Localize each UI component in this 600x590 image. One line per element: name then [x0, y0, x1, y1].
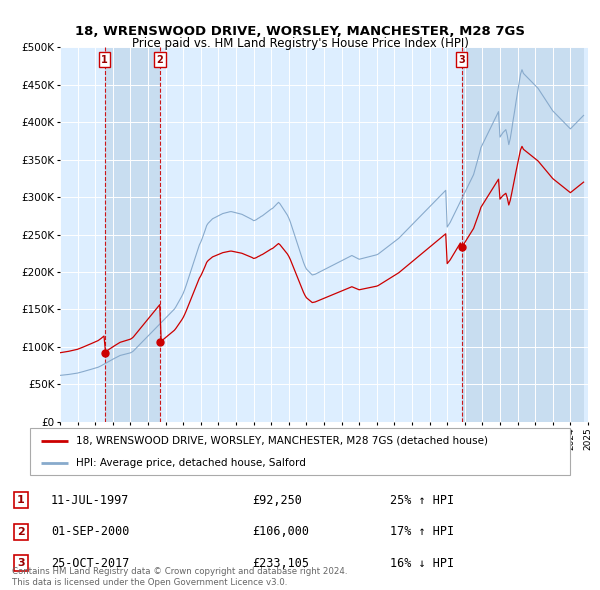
Bar [60, 47, 104, 422]
Text: 1: 1 [101, 55, 108, 65]
Bar [461, 47, 584, 422]
Text: 25-OCT-2017: 25-OCT-2017 [51, 556, 130, 569]
Text: 18, WRENSWOOD DRIVE, WORSLEY, MANCHESTER, M28 7GS: 18, WRENSWOOD DRIVE, WORSLEY, MANCHESTER… [75, 25, 525, 38]
Text: 17% ↑ HPI: 17% ↑ HPI [390, 525, 454, 538]
Text: 2: 2 [17, 527, 25, 537]
Bar [160, 47, 461, 422]
Text: HPI: Average price, detached house, Salford: HPI: Average price, detached house, Salf… [76, 458, 306, 468]
Text: 3: 3 [458, 55, 465, 65]
Text: Contains HM Land Registry data © Crown copyright and database right 2024.
This d: Contains HM Land Registry data © Crown c… [12, 567, 347, 586]
Text: 3: 3 [17, 558, 25, 568]
Text: £233,105: £233,105 [252, 556, 309, 569]
Text: 11-JUL-1997: 11-JUL-1997 [51, 494, 130, 507]
FancyBboxPatch shape [30, 428, 570, 475]
Text: £106,000: £106,000 [252, 525, 309, 538]
Text: 25% ↑ HPI: 25% ↑ HPI [390, 494, 454, 507]
Text: 2: 2 [157, 55, 163, 65]
Text: Price paid vs. HM Land Registry's House Price Index (HPI): Price paid vs. HM Land Registry's House … [131, 37, 469, 50]
Text: £92,250: £92,250 [252, 494, 302, 507]
Bar [104, 47, 160, 422]
Text: 01-SEP-2000: 01-SEP-2000 [51, 525, 130, 538]
Text: 18, WRENSWOOD DRIVE, WORSLEY, MANCHESTER, M28 7GS (detached house): 18, WRENSWOOD DRIVE, WORSLEY, MANCHESTER… [76, 436, 488, 446]
Text: 1: 1 [17, 496, 25, 505]
Text: 16% ↓ HPI: 16% ↓ HPI [390, 556, 454, 569]
